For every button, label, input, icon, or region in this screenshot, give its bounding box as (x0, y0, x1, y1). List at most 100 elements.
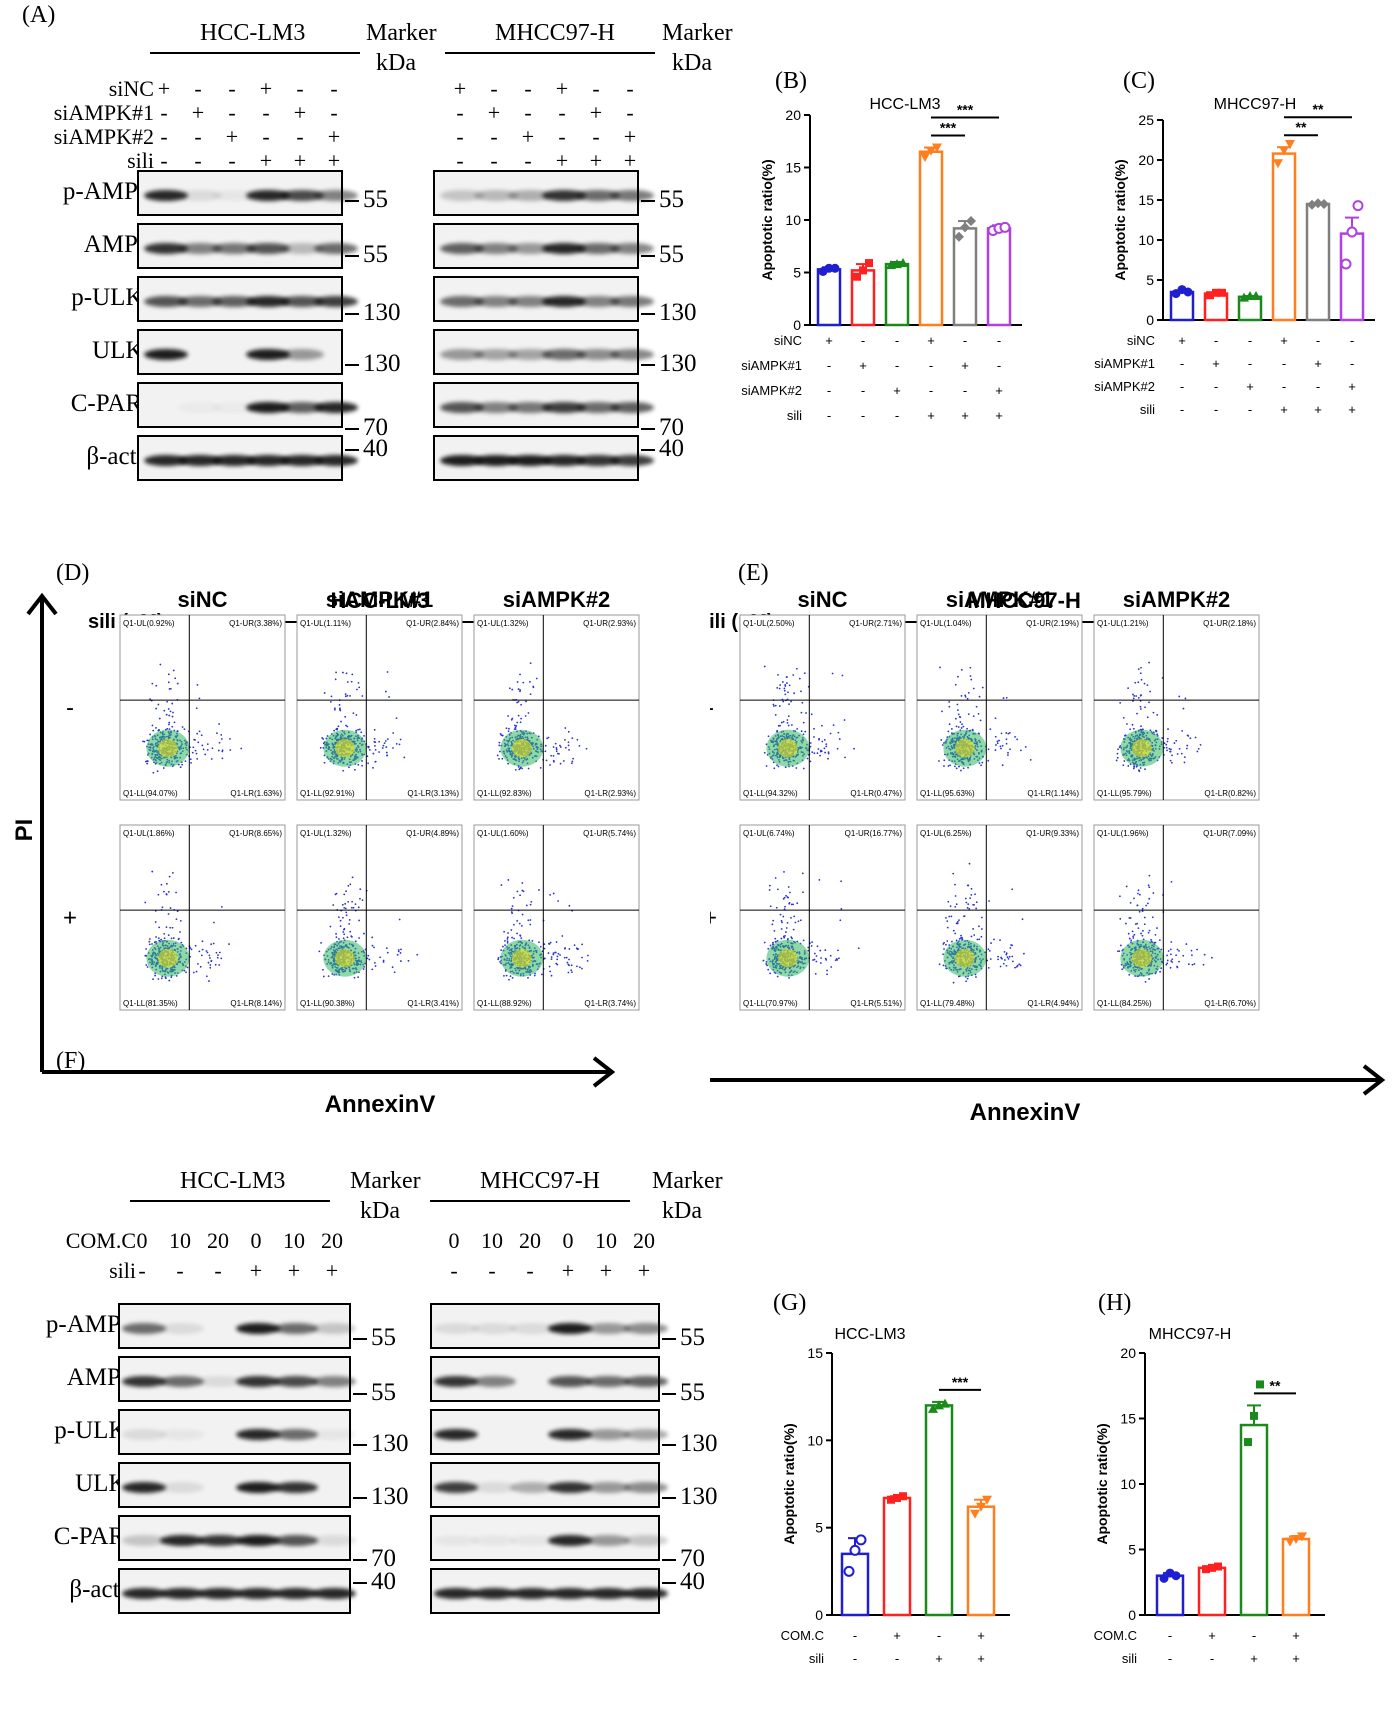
event-dot (1011, 944, 1013, 947)
event-dot (811, 751, 814, 754)
blot-strip (430, 1462, 668, 1508)
blot-band (472, 1535, 516, 1546)
event-dot (357, 728, 359, 731)
event-dot (520, 925, 523, 927)
condition-sign: + (995, 408, 1003, 423)
event-dot (1116, 756, 1119, 759)
event-dot (511, 905, 514, 908)
event-dot (517, 700, 520, 703)
condition-sign: + (1280, 333, 1288, 348)
blot-band (144, 190, 188, 201)
condition-sign: - (228, 100, 236, 125)
blot-band (440, 190, 484, 201)
event-dot (363, 932, 365, 935)
event-dot (359, 897, 361, 900)
event-dot (567, 971, 570, 974)
event-dot (181, 726, 184, 728)
event-dot (965, 901, 968, 904)
condition-sign: - (456, 100, 464, 125)
event-dot (1168, 747, 1171, 750)
event-dot (397, 949, 400, 951)
event-dot (337, 916, 340, 919)
event-dot (169, 687, 172, 690)
event-dot (816, 945, 819, 948)
event-dot (809, 760, 812, 763)
bar (840, 1552, 870, 1617)
y-tick-label: 0 (793, 317, 801, 333)
blot-band (440, 243, 484, 254)
event-dot (171, 702, 174, 705)
blot-band (510, 1588, 554, 1599)
condition-sign: - (963, 333, 967, 348)
event-dot (556, 955, 559, 958)
condition-label: siAMPK#2 (1094, 379, 1155, 394)
event-dot (521, 882, 524, 884)
density-peak (334, 948, 355, 968)
event-dot (578, 966, 581, 969)
event-dot (385, 746, 388, 748)
event-dot (1116, 752, 1119, 755)
data-point (1346, 226, 1358, 238)
blot-strip (137, 170, 358, 216)
condition-sign: + (859, 358, 867, 373)
event-dot (371, 936, 374, 939)
event-dot (1170, 761, 1173, 764)
significance-label: *** (940, 120, 957, 136)
condition-sign: - (194, 124, 202, 149)
event-dot (520, 717, 523, 720)
event-dot (955, 903, 958, 906)
event-dot (322, 975, 325, 978)
event-dot (1146, 684, 1149, 687)
event-dot (772, 703, 775, 706)
condition-sign: - (1248, 356, 1252, 371)
event-dot (151, 870, 154, 873)
blot-band (314, 455, 358, 466)
blot-strip (433, 170, 654, 216)
event-dot (792, 674, 795, 676)
data-point (1352, 200, 1364, 212)
blot-band (548, 1323, 592, 1334)
event-dot (208, 954, 211, 957)
condition-sign: + (157, 76, 171, 101)
event-dot (1118, 746, 1121, 749)
blot-band (610, 349, 654, 360)
event-dot (963, 915, 966, 917)
event-dot (819, 962, 822, 964)
condition-label: sili (809, 1651, 824, 1666)
annexin-axis-arrow (1362, 1064, 1386, 1096)
blot-strip (137, 435, 358, 481)
event-dot (1020, 749, 1022, 752)
event-dot (1129, 901, 1132, 904)
data-point (1291, 1535, 1301, 1545)
event-dot (145, 948, 147, 950)
event-dot (966, 906, 969, 909)
event-dot (504, 944, 506, 947)
event-dot (570, 964, 573, 967)
marker-tick (345, 312, 359, 315)
y-tick-label: 5 (815, 1520, 823, 1536)
event-dot (954, 717, 957, 720)
condition-sign: + (1292, 1651, 1300, 1666)
event-dot (826, 969, 828, 972)
quadrant-label: Q1-LL(90.38%) (300, 999, 355, 1008)
event-dot (368, 958, 371, 961)
event-dot (151, 682, 154, 685)
bar (1155, 1574, 1185, 1617)
event-dot (820, 957, 822, 959)
blot-strip (430, 1568, 668, 1614)
flow-panel-e: MHCC97-Hsili (μM)PIAnnexinVsiNCsiAMPK#1s… (710, 587, 1386, 1126)
event-dot (342, 769, 345, 772)
event-dot (557, 952, 560, 955)
event-dot (550, 956, 553, 958)
event-dot (516, 932, 518, 935)
blot-band (548, 1376, 592, 1387)
event-dot (152, 771, 155, 774)
bar (966, 1505, 996, 1617)
quadrant-label: Q1-UR(4.89%) (406, 829, 459, 838)
event-dot (1159, 970, 1161, 973)
event-dot (396, 953, 399, 956)
event-dot (1196, 948, 1199, 951)
condition-sign: - (827, 383, 831, 398)
event-dot (154, 974, 157, 977)
event-dot (386, 754, 389, 757)
